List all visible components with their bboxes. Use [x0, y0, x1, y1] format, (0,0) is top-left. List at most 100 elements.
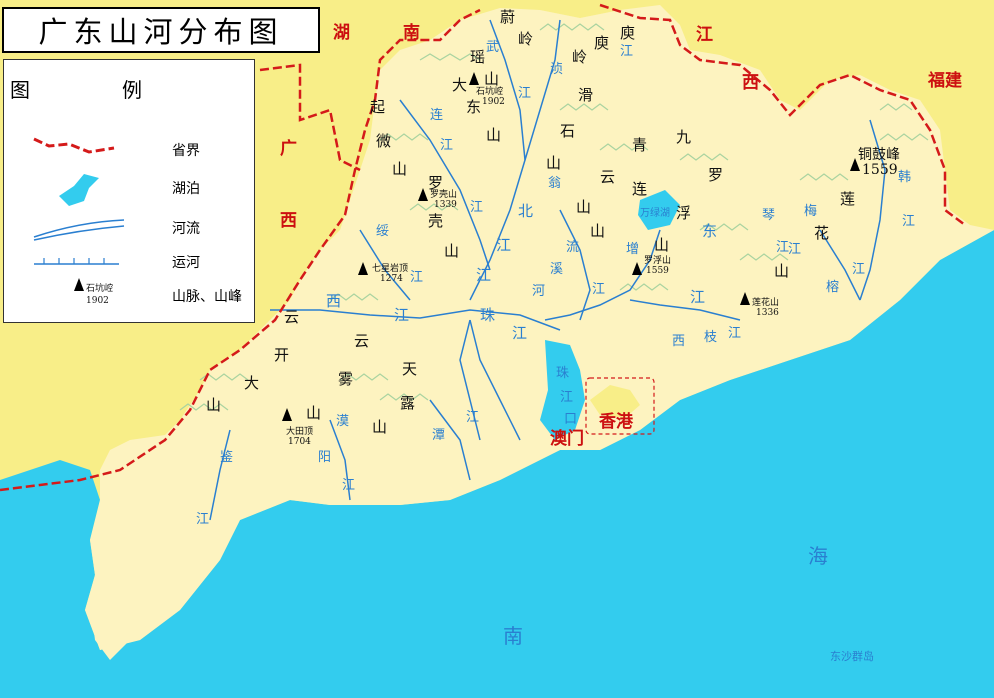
province-fujian: 福建	[928, 71, 962, 91]
river-char: 江	[518, 86, 532, 101]
legend-label-boundary: 省界	[172, 143, 200, 159]
river-char: 韩	[898, 170, 912, 185]
river-char: 珠	[556, 366, 570, 381]
hongkong-boundary	[585, 377, 655, 435]
legend-label-river: 河流	[172, 221, 200, 237]
river-char: 北	[518, 202, 534, 220]
range-char: 青	[632, 136, 648, 154]
range-char: 连	[632, 180, 648, 198]
legend: 图 例 省界 湖泊 河流 运河 石坑崆 1902 山脉、山峰	[3, 59, 255, 323]
sea-area	[0, 230, 994, 698]
map-title-box: 广东山河分布图	[2, 7, 320, 53]
river-char: 江	[496, 236, 512, 254]
river-char: 江	[470, 200, 484, 215]
peak-height: 1336	[756, 308, 779, 318]
range-char: 云	[600, 168, 616, 186]
peak-icon	[418, 188, 428, 201]
range-char: 山	[392, 160, 408, 178]
province-jiangxi-1: 江	[696, 25, 713, 45]
river-char: 江	[788, 242, 802, 257]
peak-name: 莲花山	[752, 298, 780, 308]
legend-label-lake: 湖泊	[172, 181, 200, 197]
peak-name: 七星岩顶	[372, 264, 409, 274]
range-char: 岭	[518, 30, 534, 48]
legend-label-canal: 运河	[172, 255, 200, 271]
river-char: 绥	[376, 224, 390, 239]
peak-icon	[740, 292, 750, 305]
range-char: 瑶	[470, 48, 486, 66]
canal-legend-icon	[34, 258, 119, 265]
range-char: 东	[466, 98, 482, 116]
river-char: 增	[626, 242, 640, 257]
range-char: 山	[306, 404, 322, 422]
mountain-hatching	[179, 23, 929, 411]
range-char: 庾	[594, 34, 610, 52]
river-char: 江	[342, 478, 356, 493]
province-hunan-2: 南	[403, 23, 420, 43]
river-char: 江	[902, 214, 916, 229]
hongkong-label: 香港	[599, 412, 633, 432]
river-char: 鉴	[220, 450, 234, 465]
range-char: 山	[486, 126, 502, 144]
range-char: 罗	[708, 166, 724, 184]
range-char: 庾	[620, 24, 636, 42]
river-char: 东	[702, 222, 718, 240]
boundary-legend-icon	[33, 137, 115, 154]
peak-name: 大田顶	[286, 427, 314, 437]
range-char: 雾	[338, 370, 354, 388]
guangxi-boundary	[259, 63, 361, 172]
range-char: 大	[452, 76, 468, 94]
range-char: 开	[274, 346, 290, 364]
river-char: 江	[466, 410, 480, 425]
river-char: 榕	[826, 280, 840, 295]
leizhou-peninsula	[90, 480, 170, 660]
range-char: 浮	[676, 204, 692, 222]
river-char: 流	[566, 240, 580, 255]
range-char: 山	[206, 396, 222, 414]
wanlv-lake	[638, 190, 680, 230]
range-char: 山	[590, 222, 606, 240]
peak-name: 罗壳山	[430, 190, 458, 200]
peak-height: 1559	[862, 162, 898, 178]
range-char: 花	[814, 224, 830, 242]
river-legend-icon	[33, 219, 125, 241]
peak-name: 石坑崆	[476, 87, 504, 97]
river-char: 翁	[548, 176, 562, 191]
pearl-estuary	[540, 340, 585, 440]
range-char: 壳	[428, 212, 444, 230]
river-char: 琴	[762, 208, 776, 223]
macau-label: 澳门	[550, 429, 584, 449]
range-char: 山	[372, 418, 388, 436]
sea-label-nan: 南	[503, 624, 523, 648]
river-char: 江	[852, 262, 866, 277]
river-char: 江	[728, 326, 742, 341]
range-char: 蔚	[500, 8, 516, 26]
river-char: 江	[410, 270, 424, 285]
rivers	[209, 19, 886, 521]
river-char: 江	[196, 512, 210, 527]
range-char: 莲	[840, 190, 856, 208]
range-char: 山	[546, 154, 562, 172]
river-char: 口	[564, 412, 578, 427]
wanlv-lake-label: 万绿湖	[640, 208, 670, 219]
range-char: 山	[484, 70, 500, 88]
river-char: 浈	[550, 62, 564, 77]
dongsha-label: 东沙群岛	[830, 650, 874, 663]
river-char: 西	[672, 334, 686, 349]
map-title: 广东山河分布图	[38, 15, 284, 49]
legend-title: 图 例	[10, 78, 178, 102]
legend-peak-sample-name: 石坑崆	[86, 284, 114, 294]
river-char: 江	[512, 324, 528, 342]
peak-height: 1902	[482, 97, 505, 107]
range-char: 露	[400, 394, 416, 412]
peak-icon	[469, 72, 479, 85]
range-char: 微	[376, 132, 392, 150]
range-char: 山	[654, 236, 670, 254]
lake-legend-icon	[59, 174, 99, 206]
peak-height: 1704	[288, 437, 311, 447]
guangdong-land	[85, 5, 994, 650]
province-guangxi-2: 西	[280, 211, 297, 231]
river-char: 珠	[480, 306, 496, 324]
peak-height: 1274	[380, 274, 403, 284]
